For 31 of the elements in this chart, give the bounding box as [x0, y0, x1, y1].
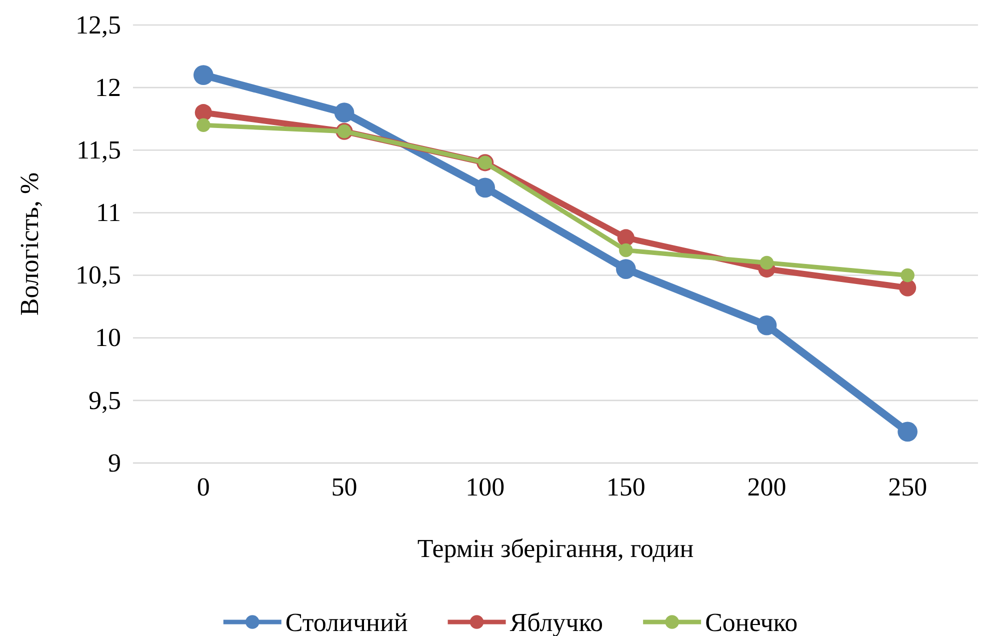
- point: [616, 259, 636, 279]
- x-tick-label: 250: [888, 472, 928, 502]
- x-axis-title: Термін зберігання, годин: [417, 534, 694, 563]
- legend-label: Столичний: [285, 608, 408, 636]
- y-axis-title: Вологість, %: [15, 172, 44, 316]
- point: [475, 178, 496, 198]
- y-tick-label: 12,5: [76, 10, 121, 40]
- y-tick-label: 11,5: [76, 135, 121, 164]
- point: [334, 102, 354, 123]
- y-tick-label: 12: [95, 72, 121, 102]
- point: [899, 279, 916, 296]
- x-tick-label: 0: [196, 472, 210, 502]
- y-tick-label: 9,5: [88, 386, 121, 415]
- point: [900, 268, 914, 282]
- y-tick-label: 9: [108, 448, 121, 478]
- y-tick-label: 11: [96, 198, 121, 228]
- point: [193, 65, 214, 85]
- point: [898, 422, 918, 442]
- point: [760, 256, 774, 270]
- point: [194, 104, 212, 122]
- y-tick-label: 10: [95, 323, 121, 352]
- point: [196, 118, 210, 132]
- point: [756, 315, 777, 336]
- point: [617, 229, 634, 246]
- x-tick-label: 50: [331, 472, 358, 502]
- y-tick-label: 10,5: [76, 260, 121, 290]
- point: [619, 243, 633, 258]
- x-tick-label: 100: [466, 472, 505, 502]
- legend-label: Сонечко: [705, 608, 798, 636]
- x-tick-label: 150: [606, 472, 646, 502]
- x-tick-label: 200: [747, 472, 786, 502]
